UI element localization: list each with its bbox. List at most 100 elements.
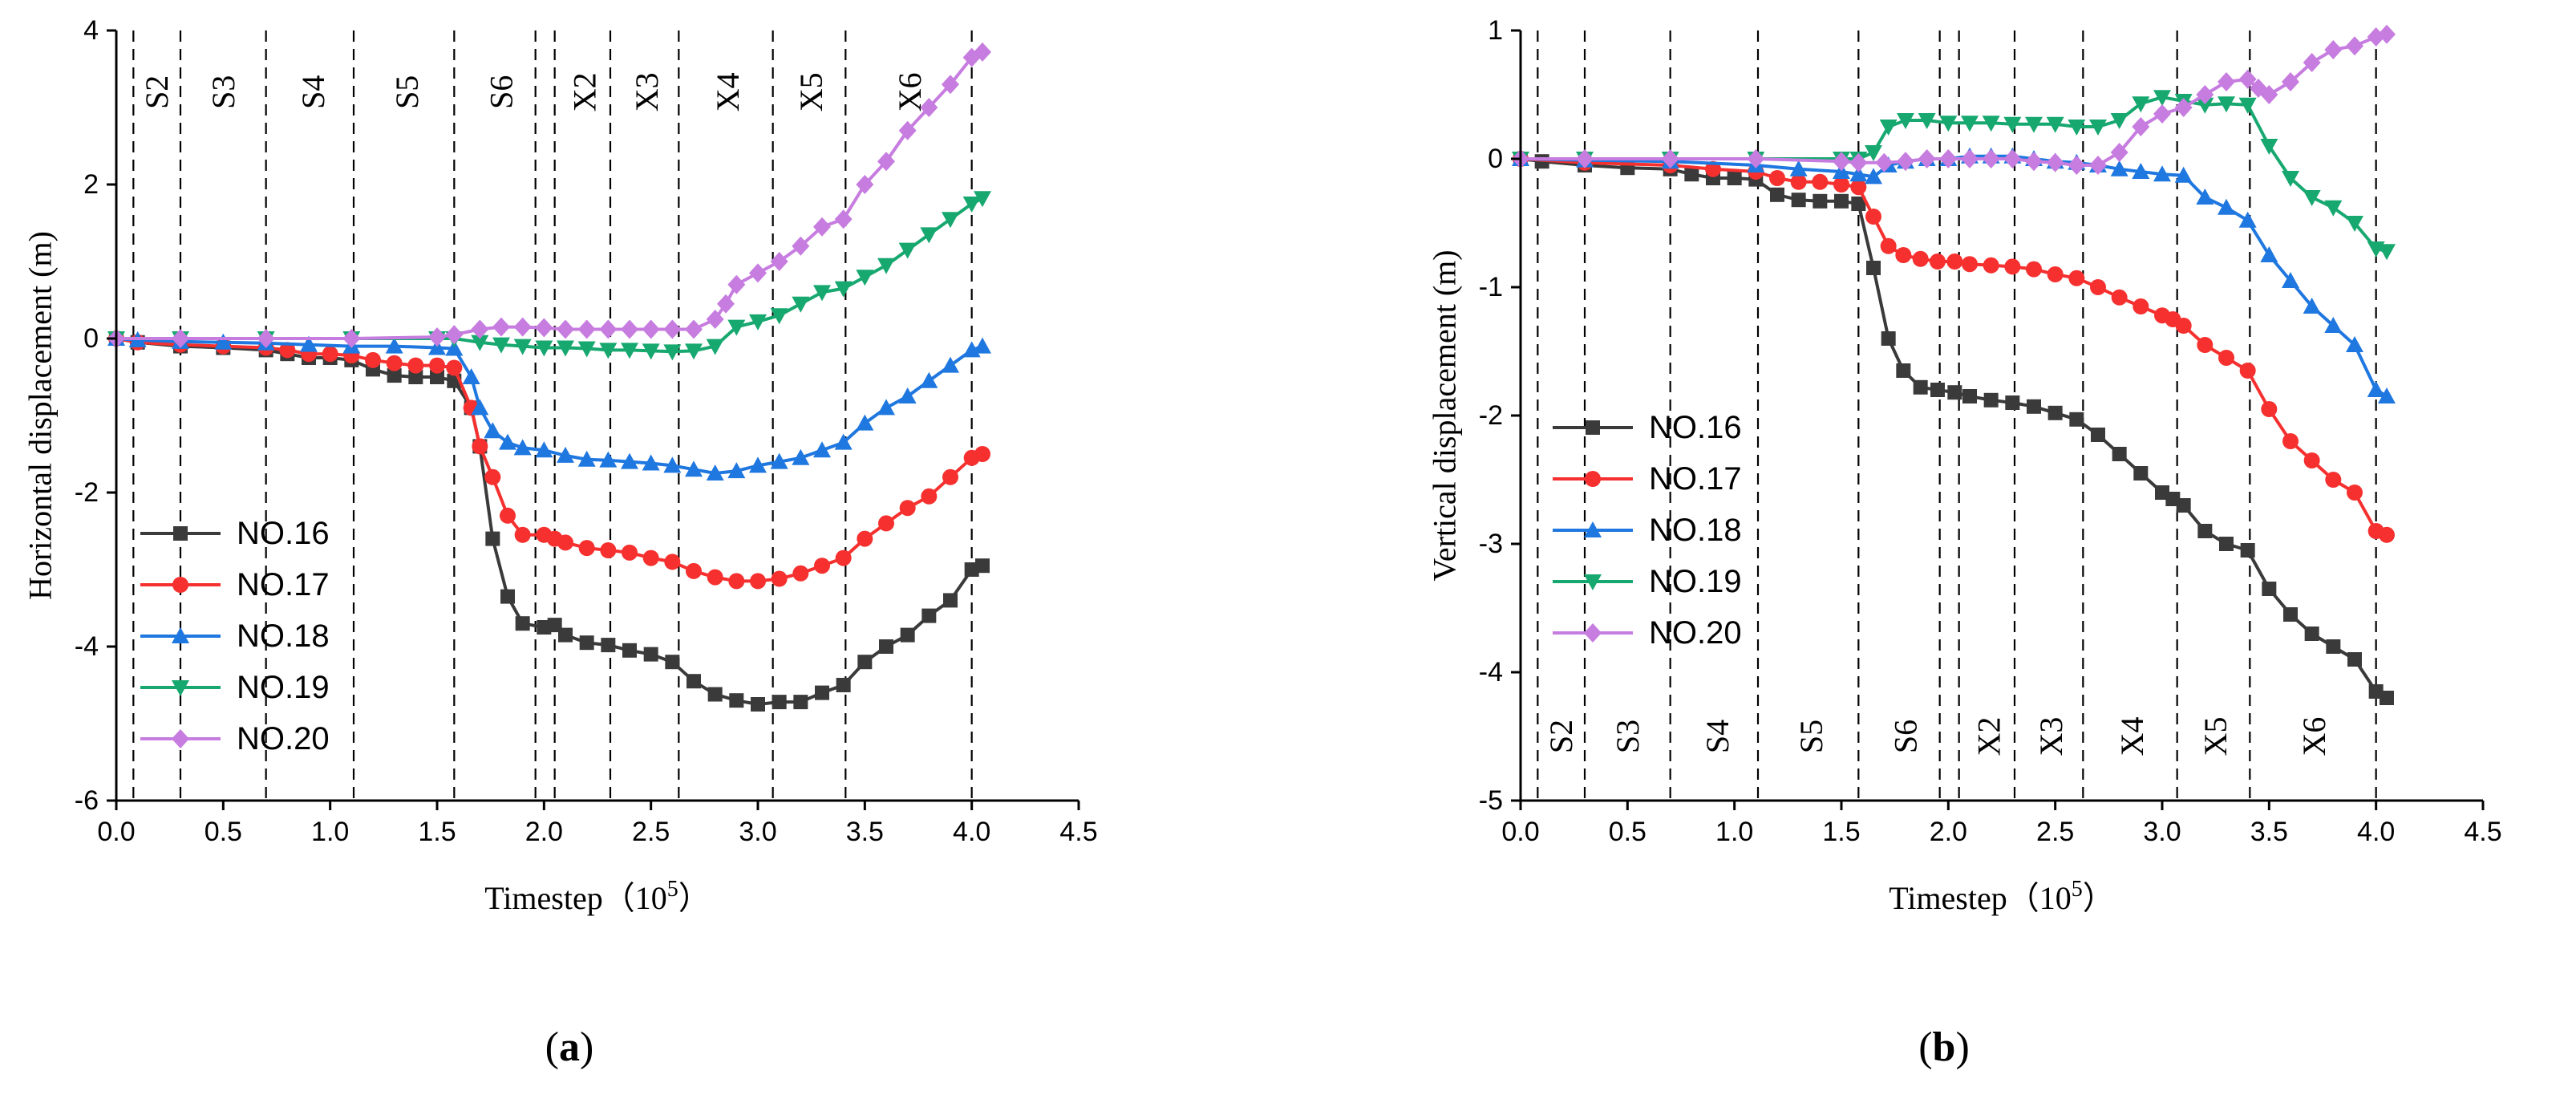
point-no17-17 — [1983, 257, 1999, 274]
point-no17-30 — [2239, 363, 2256, 379]
point-no19-6 — [471, 335, 489, 351]
point-no16-18 — [1930, 383, 1945, 397]
point-no18-10 — [462, 368, 480, 384]
point-no17-31 — [771, 570, 788, 587]
point-no16-34 — [836, 678, 851, 692]
point-no19-27 — [920, 227, 938, 244]
legend-label-no17: NO.17 — [1649, 461, 1742, 497]
point-no16-17 — [1913, 379, 1928, 395]
legend-marker-no18 — [1584, 521, 1602, 537]
point-no20-19 — [2153, 104, 2171, 124]
point-no19-18 — [2110, 113, 2128, 129]
point-no17-37 — [2379, 526, 2395, 543]
point-no19-20 — [2153, 90, 2171, 107]
point-no17-9 — [365, 351, 381, 368]
stage-label-x5: X5 — [2197, 717, 2234, 756]
point-no16-37 — [900, 627, 915, 643]
point-no18-12 — [484, 422, 502, 439]
point-no17-16 — [484, 468, 501, 485]
y-tick-label-2: -2 — [75, 477, 99, 508]
point-no19-7 — [1879, 120, 1898, 136]
y-tick-label-0: -6 — [75, 785, 99, 816]
point-no19-13 — [2003, 116, 2022, 133]
point-no19-18 — [727, 319, 746, 336]
point-no17-31 — [2261, 401, 2278, 417]
point-no18-24 — [727, 462, 746, 479]
point-no20-26 — [877, 152, 895, 172]
point-no19-24 — [2238, 97, 2257, 114]
stage-label-s6: S6 — [1888, 720, 1924, 753]
point-no19-26 — [898, 242, 917, 259]
stage-label-s2: S2 — [1543, 720, 1579, 753]
point-no20-4 — [1833, 152, 1850, 172]
x-axis-title-text: Timestep（10 — [1889, 880, 2071, 916]
point-no18-21 — [2153, 165, 2171, 182]
point-no17-19 — [2026, 261, 2042, 278]
point-no16-38 — [921, 608, 937, 623]
point-no16-5 — [1684, 167, 1699, 182]
point-no20-8 — [513, 317, 532, 337]
panel-b-vertical-displacement: S2 S3 S4 S5 S6 X2 X3 X4 X5 X6 0.0 0.5 1.0 1.5 2.0 2.5 3.… — [1288, 0, 2576, 1103]
point-no17-23 — [600, 542, 617, 558]
point-no18-19 — [621, 452, 638, 469]
point-no20-20 — [749, 263, 767, 283]
stage-label-s4: S4 — [1699, 720, 1736, 753]
point-no17-5 — [279, 342, 296, 359]
point-no17-11 — [1880, 237, 1897, 254]
point-no16-22 — [579, 635, 594, 651]
x-axis-title-exponent: 5 — [667, 877, 678, 902]
point-no16-26 — [2091, 428, 2105, 442]
point-no17-32 — [792, 565, 809, 582]
stage-label-x2: X2 — [567, 72, 603, 112]
x-tick-label-0: 0.0 — [1501, 817, 1539, 847]
y-tick-label-3: -2 — [1479, 400, 1503, 431]
point-no20-5 — [1849, 152, 1868, 172]
point-no17-33 — [2303, 452, 2320, 468]
point-no18-3 — [214, 333, 233, 350]
point-no18-6 — [1849, 165, 1868, 182]
x-tick-label-6: 3.0 — [739, 817, 776, 847]
point-no18-27 — [792, 448, 810, 465]
point-no20-11 — [1982, 149, 2000, 168]
legend: NO.16 NO.17 NO.18 NO.19 NO.20 — [140, 516, 330, 756]
stage-label-s2: S2 — [139, 75, 175, 109]
x-axis-title: Timestep（105） — [484, 877, 710, 916]
point-no17-5 — [1769, 170, 1785, 186]
point-no17-21 — [557, 534, 573, 551]
point-no18-21 — [663, 456, 682, 473]
point-no20-28 — [920, 98, 938, 117]
point-no17-15 — [472, 438, 488, 455]
point-no19-25 — [2260, 139, 2278, 155]
point-no16-16 — [485, 531, 500, 546]
point-no20-22 — [2218, 72, 2235, 91]
point-no19-29 — [962, 197, 981, 213]
point-no16-21 — [1983, 392, 1999, 408]
point-no18-17 — [577, 450, 596, 467]
point-no17-12 — [429, 357, 445, 374]
point-no16-35 — [2262, 582, 2277, 596]
point-no18-27 — [2282, 272, 2299, 288]
legend-label-no19: NO.19 — [237, 670, 330, 705]
point-no19-24 — [856, 270, 874, 286]
series-group — [1512, 24, 2396, 705]
axes: 0.0 0.5 1.0 1.5 2.0 2.5 3.0 3.5 4.0 4.5 -6 -4 -2 0 2 4 — [75, 15, 1098, 847]
legend-label-no16: NO.16 — [1649, 410, 1742, 445]
stage-label-x4: X4 — [2114, 717, 2150, 756]
point-no16-36 — [2283, 607, 2298, 622]
point-no16-24 — [622, 643, 637, 658]
point-no19-20 — [770, 308, 788, 325]
point-no19-19 — [2132, 96, 2150, 113]
point-no19-31 — [2378, 244, 2396, 261]
point-no19-29 — [2346, 216, 2363, 232]
point-no18-22 — [685, 460, 703, 477]
point-no16-7 — [1727, 171, 1742, 185]
point-no19-26 — [2282, 171, 2299, 187]
x-axis-title: Timestep（105） — [1889, 877, 2114, 916]
point-no20-3 — [342, 329, 361, 348]
point-no20-12 — [599, 319, 618, 339]
point-no19-14 — [642, 343, 660, 360]
point-no18-25 — [749, 456, 767, 473]
point-no18-30 — [856, 414, 874, 431]
x-axis-title-close: ） — [2083, 880, 2115, 916]
x-tick-label-9: 4.5 — [1059, 817, 1097, 847]
